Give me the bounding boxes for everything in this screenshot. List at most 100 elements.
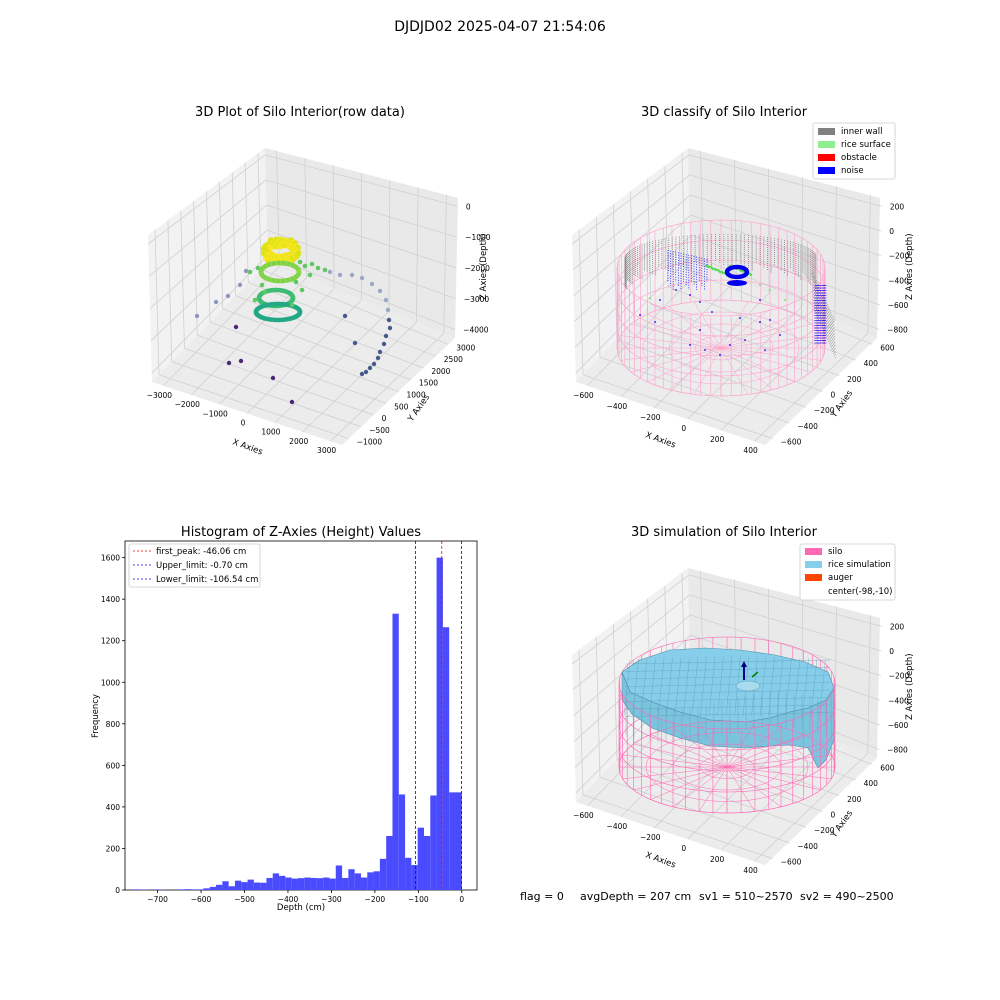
surface-mesh <box>666 658 673 717</box>
scatter-point <box>238 358 244 364</box>
inner-wall-points <box>823 295 827 337</box>
z-tick-label: −3000 <box>464 295 490 304</box>
y-gridline <box>633 321 823 392</box>
rice-surface-points <box>649 297 651 299</box>
histogram-bar <box>455 792 462 890</box>
noise-points <box>699 301 701 303</box>
noise-points <box>739 317 741 319</box>
scatter-point <box>307 272 313 278</box>
x-tick-label: −200 <box>640 413 661 422</box>
legend-label-rice-simulation: rice simulation <box>828 560 891 570</box>
noise-points <box>779 334 781 336</box>
inner-wall-points <box>812 271 816 313</box>
z-gridline <box>690 614 881 677</box>
histogram-legend: first_peak: -46.06 cm Upper_limit: -0.70… <box>128 543 261 588</box>
scatter-point <box>359 275 365 281</box>
x-tick-label: 200 <box>710 435 725 444</box>
noise-points <box>727 280 747 286</box>
histogram-bar <box>423 835 431 890</box>
z-tick-label: 0 <box>889 647 894 656</box>
histogram-bar <box>178 889 185 890</box>
z-gridline <box>150 229 268 342</box>
raw-axis-ticks: −3000−2000−10000100020003000−1000−500050… <box>147 202 491 455</box>
z-gridline <box>571 154 690 245</box>
simulation-legend: silo rice simulation auger center(-98,-1… <box>799 543 896 601</box>
scatter-point <box>289 302 295 308</box>
histogram-reference-lines <box>415 541 462 890</box>
scatter-point <box>371 361 377 367</box>
x-tick-label: 3000 <box>317 446 336 455</box>
z-tick-label: −1000 <box>465 233 491 242</box>
y-gridline <box>582 794 773 859</box>
y-tick-label: 200 <box>847 795 862 804</box>
footer-sv2: sv2 = 490~2500 <box>800 890 894 903</box>
y-tick-label: 400 <box>864 779 879 788</box>
scatter-point <box>309 261 315 267</box>
y-gridline-back <box>595 217 601 358</box>
scatter-point <box>290 294 296 300</box>
classify-x-axis-label: X Axies <box>644 430 677 450</box>
silo-floor-ring <box>616 299 826 397</box>
histogram-bar <box>379 858 387 890</box>
z-gridline <box>149 204 267 309</box>
scatter-point <box>327 269 333 275</box>
z-tick-label: −600 <box>888 301 909 310</box>
scatter-point <box>194 313 200 319</box>
y-gridline <box>197 334 387 404</box>
inner-wall-points <box>824 297 827 339</box>
scatter-point <box>352 340 358 346</box>
y-gridline <box>171 361 362 428</box>
x-tick-label: 200 <box>710 855 725 864</box>
histogram-bar <box>197 889 204 890</box>
histogram-bar <box>134 889 141 890</box>
raw-floor-pane <box>152 262 455 445</box>
inner-wall-points <box>825 299 828 341</box>
scatter-point <box>363 369 369 375</box>
scatter-point <box>233 324 239 330</box>
y-gridline-back <box>578 649 584 795</box>
z-gridline <box>690 194 881 257</box>
histogram-bar <box>335 865 343 890</box>
surface-mesh <box>625 682 831 687</box>
histogram-bar <box>304 877 311 890</box>
scatter-point <box>377 288 383 294</box>
legend-label-auger: auger <box>828 573 853 583</box>
scatter-point <box>369 281 375 287</box>
figure-suptitle: DJDJD02 2025-04-07 21:54:06 <box>394 19 606 35</box>
z-tick-label: −400 <box>888 276 909 285</box>
x-tick-label: −200 <box>365 895 386 904</box>
y-tick-label: 0 <box>382 414 387 423</box>
histogram-bar <box>260 882 267 890</box>
y-tick-label: −200 <box>814 406 835 415</box>
x-tick-label: −500 <box>234 895 255 904</box>
histogram-bar <box>436 557 443 890</box>
scatter-point <box>377 349 383 355</box>
y-tick-label: −400 <box>797 842 818 851</box>
z-gridline <box>573 194 691 296</box>
noise-points <box>759 321 761 323</box>
y-gridline <box>616 759 807 828</box>
surface-mesh <box>708 656 716 717</box>
scatter-point <box>342 313 348 319</box>
rice-surface-points <box>784 299 786 301</box>
raw-scatter-points <box>194 236 393 405</box>
histogram-bar <box>279 875 286 890</box>
histogram-title: Histogram of Z-Axies (Height) Values <box>181 525 421 540</box>
y-tick-label: 400 <box>106 803 121 812</box>
noise-points <box>699 329 701 331</box>
histogram-bar <box>285 877 292 890</box>
status-footer: flag = 0 avgDepth = 207 cm sv1 = 510~257… <box>520 890 894 903</box>
z-tick-label: −200 <box>889 672 910 681</box>
scatter-point <box>259 282 265 288</box>
x-tick-label: −400 <box>607 402 628 411</box>
surface-mesh <box>691 657 699 717</box>
raw-plot-title: 3D Plot of Silo Interior(row data) <box>195 105 405 120</box>
z-tick-label: −800 <box>887 746 908 755</box>
inner-wall-points <box>828 307 832 349</box>
x-tick-label: 1000 <box>261 428 280 437</box>
x-gridline-side <box>332 165 335 289</box>
noise-points <box>764 349 766 351</box>
histogram-bars <box>134 557 462 890</box>
z-gridline <box>689 174 882 232</box>
histogram-bar <box>297 878 305 890</box>
